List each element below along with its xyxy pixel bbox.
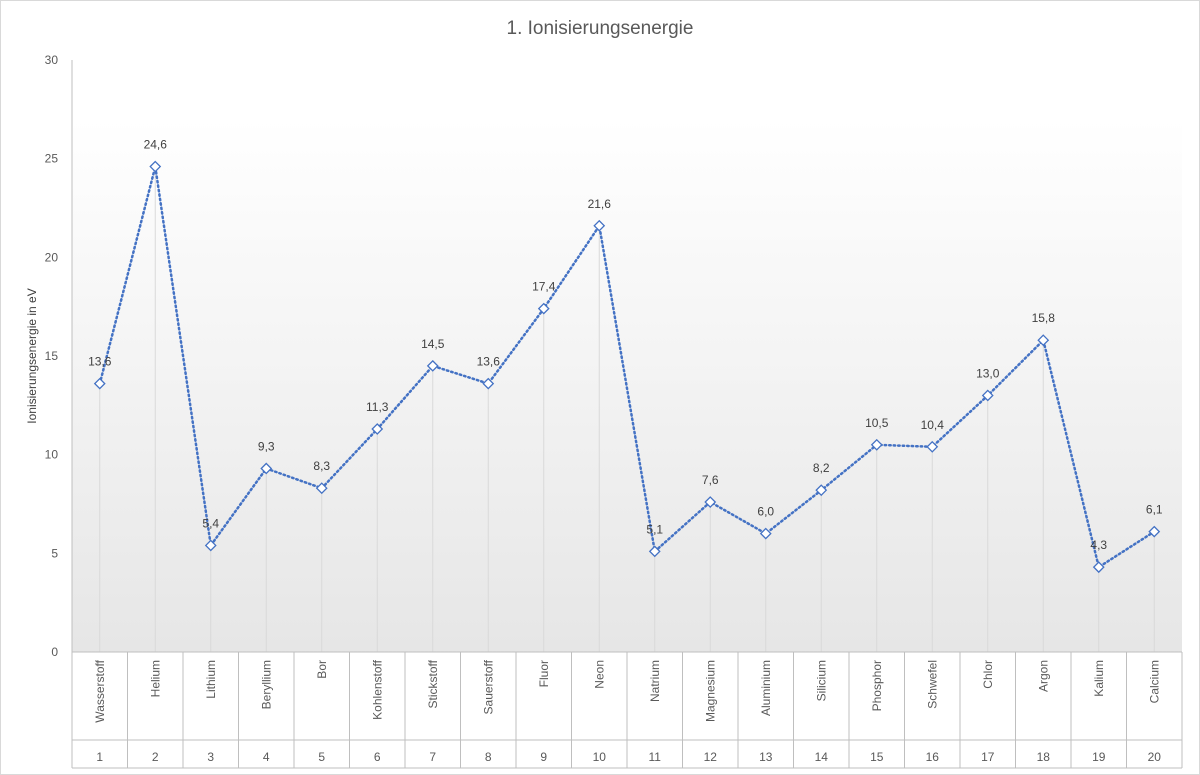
x-category-name-label: Bor: [315, 660, 329, 679]
x-category-number-label: 15: [870, 750, 884, 764]
x-category-name-label: Helium: [148, 660, 162, 697]
x-category-name-label: Lithium: [204, 660, 218, 699]
y-tick-label: 20: [45, 250, 59, 264]
x-category-name-label: Kalium: [1092, 660, 1106, 697]
x-category-number-label: 16: [926, 750, 940, 764]
data-point-marker: [648, 545, 661, 558]
x-axis-category-labels: Wasserstoff 1 Helium 2 Lithium 3 Beryllium 4 Bor…: [93, 659, 1162, 764]
x-category-name-label: Stickstoff: [426, 659, 440, 708]
data-point-marker: [482, 377, 495, 390]
data-label: 11,3: [366, 400, 389, 414]
data-label: 6,1: [1146, 503, 1163, 517]
x-category-number-label: 18: [1037, 750, 1051, 764]
y-tick-label: 10: [45, 448, 59, 462]
x-category-number-label: 17: [981, 750, 995, 764]
x-category-name-label: Neon: [592, 660, 606, 689]
data-label: 6,0: [757, 505, 774, 519]
y-tick-label: 0: [51, 645, 58, 659]
x-category-name-label: Natrium: [648, 660, 662, 702]
data-label: 10,5: [865, 416, 889, 430]
axes: [71, 60, 1183, 769]
chart-title: 1. Ionisierungsenergie: [507, 18, 694, 39]
x-category-number-label: 9: [540, 750, 547, 764]
y-tick-label: 15: [45, 349, 59, 363]
data-point-marker: [981, 389, 994, 402]
data-point-marker: [1148, 525, 1161, 538]
x-category-name-label: Calcium: [1147, 660, 1161, 703]
y-tick-label: 30: [45, 53, 59, 67]
data-point-marker: [149, 160, 162, 173]
x-category-name-label: Chlor: [981, 660, 995, 689]
data-point-marker: [926, 440, 939, 453]
data-label: 24,6: [144, 138, 168, 152]
x-category-number-label: 5: [318, 750, 325, 764]
data-labels: 13,6 24,6 5,4 9,3 8,3 11,3 14,5 13,6 17,4 21,6 5,1…: [88, 138, 1163, 553]
x-category-name-label: Argon: [1036, 660, 1050, 692]
x-category-name-label: Phosphor: [870, 660, 884, 711]
data-point-marker: [759, 527, 772, 540]
data-point-marker: [426, 359, 439, 372]
data-point-marker: [815, 484, 828, 497]
x-category-number-label: 7: [429, 750, 436, 764]
x-category-name-label: Sauerstoff: [481, 659, 495, 714]
y-axis-title: Ionisierungsenergie in eV: [25, 288, 39, 423]
plot-area-background: [72, 60, 1182, 652]
data-label: 7,6: [702, 473, 719, 487]
y-axis-tick-labels: 0 5 10 15 20 25 30: [45, 53, 59, 659]
x-category-number-label: 11: [649, 750, 662, 764]
x-category-number-label: 8: [485, 750, 492, 764]
x-category-name-label: Aluminium: [759, 660, 773, 716]
x-category-name-label: Wasserstoff: [93, 659, 107, 722]
data-label: 21,6: [588, 197, 612, 211]
x-category-number-label: 14: [815, 750, 829, 764]
x-category-number-label: 1: [96, 750, 103, 764]
data-label: 5,1: [646, 522, 663, 536]
data-label: 13,6: [88, 355, 112, 369]
x-category-name-label: Magnesium: [703, 660, 717, 722]
y-tick-label: 5: [51, 546, 58, 560]
data-label: 8,2: [813, 461, 830, 475]
x-category-number-label: 20: [1148, 750, 1162, 764]
data-point-marker: [204, 539, 217, 552]
data-point-marker: [93, 377, 106, 390]
x-category-number-label: 13: [759, 750, 773, 764]
x-category-name-label: Schwefel: [925, 660, 939, 709]
x-category-name-label: Fluor: [537, 660, 551, 687]
x-category-name-label: Kohlenstoff: [370, 659, 384, 719]
data-label: 4,3: [1090, 538, 1107, 552]
x-category-number-label: 3: [207, 750, 214, 764]
drop-lines: [99, 166, 1155, 652]
data-point-marker: [704, 496, 717, 508]
data-point-marker: [1092, 561, 1105, 574]
data-point-marker: [260, 462, 273, 475]
data-label: 9,3: [258, 439, 275, 453]
y-tick-label: 25: [45, 152, 59, 166]
x-category-name-label: Beryllium: [259, 660, 273, 709]
x-category-number-label: 19: [1092, 750, 1106, 764]
data-label: 5,4: [202, 516, 219, 530]
data-point-marker: [593, 219, 606, 232]
x-category-name-label: Silicium: [814, 660, 828, 701]
data-label: 13,6: [477, 355, 501, 369]
x-category-number-label: 10: [593, 750, 607, 764]
series-line: [98, 166, 1156, 570]
x-category-number-label: 6: [374, 750, 381, 764]
data-point-marker: [1037, 334, 1050, 347]
series: [93, 160, 1161, 574]
data-label: 13,0: [976, 366, 1000, 380]
data-point-marker: [870, 438, 883, 451]
data-label: 14,5: [421, 337, 445, 351]
x-category-number-label: 2: [152, 750, 159, 764]
data-point-marker: [315, 482, 328, 495]
data-point-marker: [371, 423, 384, 435]
x-category-number-label: 12: [704, 750, 718, 764]
data-label: 10,4: [921, 418, 945, 432]
data-point-marker: [537, 302, 550, 315]
data-label: 8,3: [313, 459, 330, 473]
data-label: 15,8: [1032, 311, 1056, 325]
data-label: 17,4: [532, 280, 556, 294]
x-category-number-label: 4: [263, 750, 270, 764]
